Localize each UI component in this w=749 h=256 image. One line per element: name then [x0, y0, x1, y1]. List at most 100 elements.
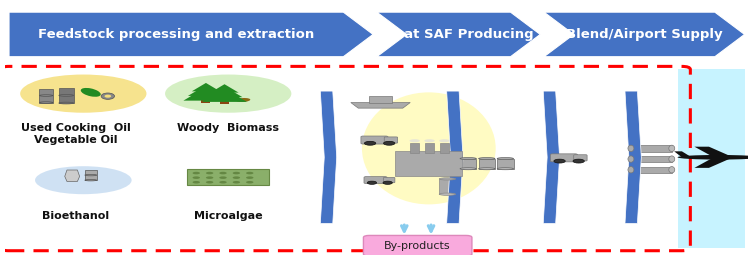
- Ellipse shape: [460, 168, 476, 170]
- Circle shape: [383, 181, 392, 184]
- Ellipse shape: [101, 93, 115, 99]
- FancyBboxPatch shape: [40, 89, 53, 103]
- Ellipse shape: [233, 172, 240, 174]
- Ellipse shape: [233, 181, 240, 184]
- Text: Blend/Airport Supply: Blend/Airport Supply: [566, 28, 723, 41]
- Ellipse shape: [85, 174, 97, 176]
- FancyBboxPatch shape: [551, 154, 577, 162]
- Polygon shape: [748, 156, 749, 159]
- Ellipse shape: [669, 145, 675, 152]
- Ellipse shape: [410, 139, 420, 142]
- Polygon shape: [9, 12, 373, 57]
- Circle shape: [383, 141, 395, 145]
- Ellipse shape: [192, 176, 200, 179]
- Circle shape: [367, 181, 377, 184]
- Ellipse shape: [20, 74, 147, 113]
- Polygon shape: [694, 147, 733, 157]
- Ellipse shape: [192, 181, 200, 184]
- FancyBboxPatch shape: [59, 88, 73, 103]
- FancyBboxPatch shape: [85, 170, 97, 180]
- Polygon shape: [351, 103, 410, 108]
- Ellipse shape: [246, 176, 253, 179]
- Ellipse shape: [59, 102, 73, 104]
- Circle shape: [365, 141, 376, 145]
- Ellipse shape: [219, 176, 227, 179]
- FancyBboxPatch shape: [383, 177, 395, 183]
- Text: Bioethanol: Bioethanol: [43, 211, 109, 221]
- Ellipse shape: [497, 157, 514, 159]
- Circle shape: [554, 159, 565, 163]
- Polygon shape: [64, 170, 79, 182]
- FancyBboxPatch shape: [479, 158, 495, 169]
- FancyBboxPatch shape: [410, 143, 419, 153]
- Ellipse shape: [669, 156, 675, 162]
- FancyBboxPatch shape: [361, 136, 388, 144]
- FancyBboxPatch shape: [395, 151, 462, 176]
- Ellipse shape: [246, 181, 253, 184]
- Ellipse shape: [59, 94, 73, 96]
- Ellipse shape: [206, 176, 213, 179]
- FancyBboxPatch shape: [631, 167, 672, 173]
- Ellipse shape: [236, 98, 250, 102]
- Ellipse shape: [40, 102, 53, 103]
- Ellipse shape: [206, 181, 213, 184]
- FancyBboxPatch shape: [631, 156, 672, 162]
- Text: Feedstock processing and extraction: Feedstock processing and extraction: [38, 28, 315, 41]
- FancyBboxPatch shape: [440, 143, 449, 153]
- FancyBboxPatch shape: [220, 98, 229, 104]
- Ellipse shape: [460, 157, 476, 159]
- FancyBboxPatch shape: [384, 137, 398, 143]
- Ellipse shape: [85, 179, 97, 181]
- Text: By-products: By-products: [384, 241, 451, 251]
- FancyBboxPatch shape: [439, 179, 455, 194]
- FancyBboxPatch shape: [363, 236, 472, 256]
- Ellipse shape: [219, 172, 227, 174]
- Ellipse shape: [246, 172, 253, 174]
- Polygon shape: [377, 12, 540, 57]
- FancyBboxPatch shape: [187, 169, 269, 185]
- Ellipse shape: [678, 155, 749, 159]
- Ellipse shape: [165, 74, 291, 113]
- Text: Woody  Biomass: Woody Biomass: [178, 123, 279, 133]
- Ellipse shape: [497, 168, 514, 170]
- FancyBboxPatch shape: [425, 143, 434, 153]
- FancyBboxPatch shape: [460, 158, 476, 169]
- Text: Neat SAF Producing: Neat SAF Producing: [383, 28, 533, 41]
- Polygon shape: [625, 91, 641, 223]
- Polygon shape: [674, 151, 691, 157]
- Text: Used Cooking  Oil
Vegetable Oil: Used Cooking Oil Vegetable Oil: [21, 123, 131, 144]
- Ellipse shape: [105, 95, 111, 98]
- Ellipse shape: [35, 166, 132, 194]
- FancyBboxPatch shape: [574, 155, 587, 161]
- Ellipse shape: [233, 176, 240, 179]
- Ellipse shape: [219, 181, 227, 184]
- Polygon shape: [694, 157, 733, 168]
- FancyBboxPatch shape: [369, 96, 392, 103]
- Polygon shape: [543, 91, 560, 223]
- Ellipse shape: [479, 168, 495, 170]
- Ellipse shape: [81, 88, 101, 97]
- Ellipse shape: [425, 139, 434, 142]
- Ellipse shape: [439, 178, 455, 180]
- FancyBboxPatch shape: [631, 145, 672, 152]
- Ellipse shape: [40, 95, 53, 96]
- Polygon shape: [446, 91, 463, 223]
- Text: Microalgae: Microalgae: [194, 211, 262, 221]
- Ellipse shape: [479, 157, 495, 159]
- FancyBboxPatch shape: [497, 158, 514, 169]
- Ellipse shape: [628, 156, 634, 162]
- Ellipse shape: [439, 193, 455, 195]
- Ellipse shape: [362, 92, 496, 204]
- Ellipse shape: [669, 167, 675, 173]
- FancyBboxPatch shape: [364, 177, 387, 184]
- Ellipse shape: [439, 139, 449, 142]
- Polygon shape: [321, 91, 337, 223]
- Ellipse shape: [192, 172, 200, 174]
- FancyBboxPatch shape: [201, 96, 210, 103]
- FancyBboxPatch shape: [678, 69, 745, 248]
- Ellipse shape: [628, 145, 634, 152]
- Ellipse shape: [206, 172, 213, 174]
- Ellipse shape: [628, 167, 634, 173]
- Circle shape: [573, 159, 584, 163]
- Polygon shape: [544, 12, 745, 57]
